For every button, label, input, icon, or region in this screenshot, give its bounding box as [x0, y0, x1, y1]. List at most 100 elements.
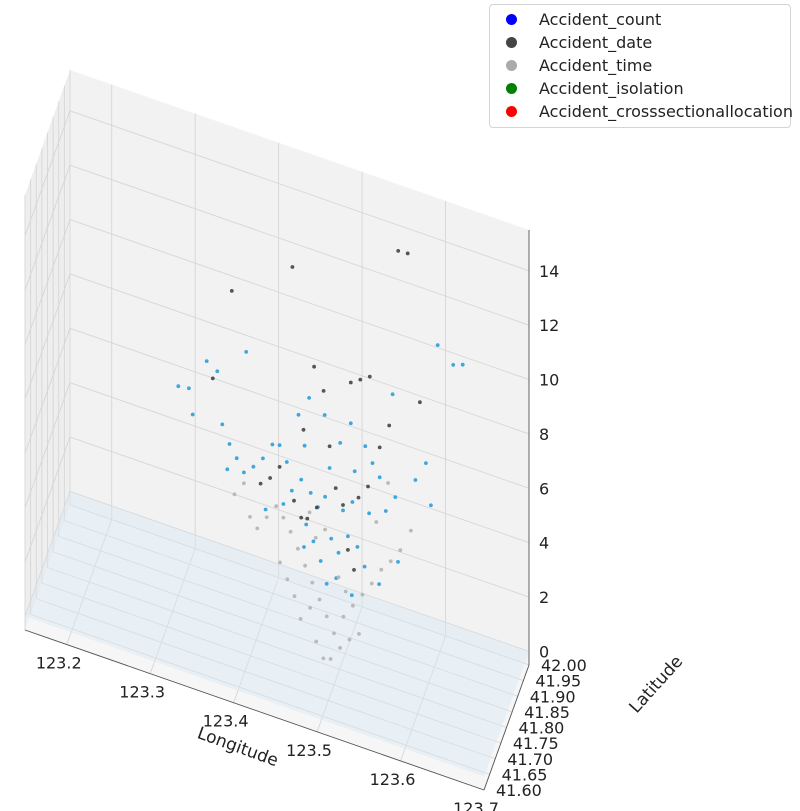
data-point	[299, 515, 304, 520]
data-point	[377, 475, 382, 480]
data-point	[289, 488, 294, 493]
z-tick-label: 14	[539, 262, 559, 281]
data-point	[190, 412, 195, 417]
grid-line-z	[69, 164, 530, 326]
grid-line-y	[41, 582, 502, 744]
x-tick-label: 123.5	[286, 741, 332, 760]
grid-line-z	[69, 273, 530, 435]
x-tick-label: 123.2	[36, 654, 82, 673]
data-point	[288, 529, 293, 534]
legend-marker	[506, 37, 517, 48]
x-tick-label: 123.3	[119, 683, 165, 702]
data-point	[333, 486, 338, 490]
grid-line-z	[24, 165, 71, 291]
data-point	[322, 413, 327, 417]
data-point	[187, 386, 191, 391]
x-tick-label: 123.7	[453, 799, 499, 811]
grid-line-z	[69, 219, 530, 380]
legend-label: Accident_crosssectionallocation	[539, 102, 793, 121]
data-point	[304, 522, 309, 527]
grid-line-z	[69, 110, 530, 272]
grid-line-z	[24, 273, 71, 400]
data-point	[323, 494, 327, 499]
data-point	[258, 481, 263, 486]
data-point	[336, 550, 341, 555]
data-point	[302, 443, 307, 448]
series-Accident_time	[232, 481, 413, 661]
data-point	[358, 377, 363, 382]
data-point	[398, 548, 403, 553]
legend-entry: Accident_count	[490, 8, 790, 31]
data-point	[210, 376, 215, 381]
grid-line-z	[69, 327, 530, 489]
data-point	[386, 481, 390, 485]
y-tick-label: 42.00	[541, 656, 587, 675]
y-axis-label: Latitude	[625, 652, 687, 717]
back-pane	[70, 70, 529, 665]
data-point	[296, 412, 301, 417]
data-point	[242, 481, 246, 486]
data-points	[176, 249, 465, 661]
data-point	[323, 527, 327, 532]
legend-label: Accident_count	[539, 10, 662, 29]
data-point	[303, 563, 307, 568]
data-point	[232, 492, 237, 497]
grid-line-z	[24, 110, 71, 236]
legend-label: Accident_time	[539, 56, 653, 75]
data-point	[435, 343, 440, 347]
data-point	[387, 423, 392, 428]
legend-label: Accident_isolation	[539, 79, 684, 98]
data-point	[460, 362, 465, 367]
data-point	[350, 500, 355, 504]
grid-line-z	[69, 490, 530, 652]
data-point	[347, 637, 352, 642]
data-point	[374, 520, 379, 524]
ground-surface	[25, 491, 529, 777]
data-point	[383, 509, 388, 513]
data-point	[341, 503, 345, 507]
data-point	[363, 444, 368, 449]
ground-surface-plane	[25, 491, 529, 777]
data-point	[346, 548, 350, 552]
y-tick-label: 41.65	[502, 765, 548, 784]
data-point	[264, 515, 269, 520]
data-point	[281, 515, 286, 520]
data-point	[336, 575, 341, 580]
legend-marker	[506, 106, 517, 117]
data-point	[424, 461, 428, 465]
grid-line-z	[24, 436, 71, 563]
data-point	[298, 617, 303, 621]
y-tick-label: 41.60	[496, 781, 542, 800]
data-point	[413, 478, 418, 482]
data-point	[299, 477, 304, 482]
data-point	[418, 400, 422, 405]
y-tick-label: 41.75	[513, 734, 559, 753]
data-point	[277, 465, 282, 469]
data-point	[308, 491, 313, 495]
data-point	[352, 568, 356, 572]
data-point	[278, 560, 282, 565]
data-point	[312, 364, 316, 369]
data-point	[176, 384, 181, 389]
grid-line-y	[36, 598, 496, 760]
data-point	[338, 441, 343, 445]
z-tick-label: 10	[539, 371, 559, 390]
data-point	[328, 657, 333, 661]
data-point	[229, 289, 234, 293]
data-point	[324, 614, 329, 619]
data-point	[215, 369, 220, 374]
data-point	[292, 594, 297, 599]
data-point	[274, 504, 279, 509]
grid-line-y	[30, 613, 490, 775]
data-point	[311, 539, 316, 544]
data-point	[341, 508, 345, 513]
data-point	[341, 614, 346, 619]
data-point	[263, 507, 268, 512]
data-point	[261, 456, 265, 461]
z-tick-label: 4	[539, 534, 549, 553]
data-point	[366, 484, 370, 489]
data-point	[393, 495, 398, 499]
data-point	[329, 536, 334, 541]
y-tick-label: 41.90	[530, 687, 576, 706]
data-point	[379, 567, 384, 572]
